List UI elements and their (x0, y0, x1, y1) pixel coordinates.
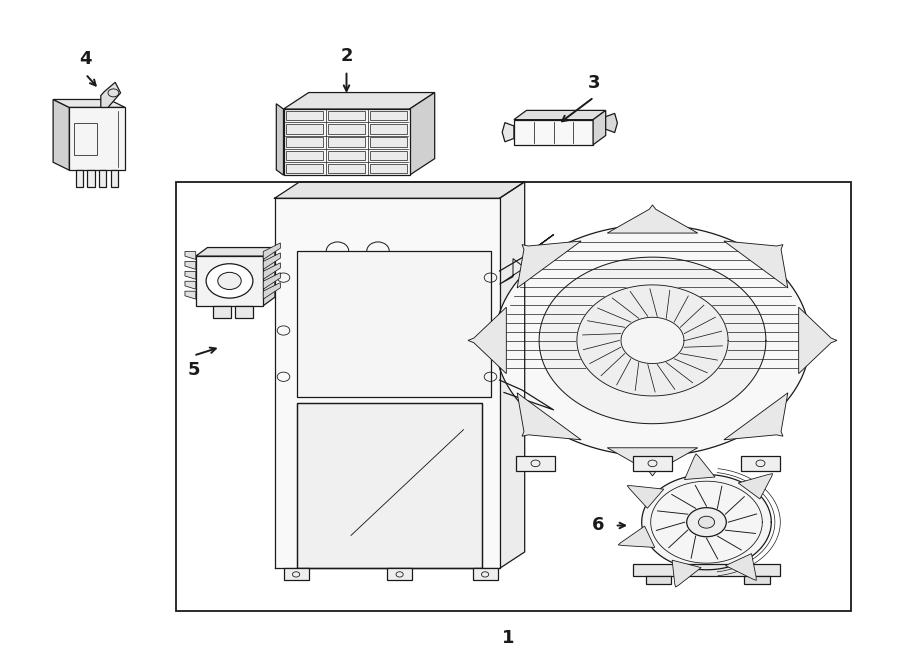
Polygon shape (87, 170, 94, 186)
Polygon shape (263, 248, 275, 305)
Polygon shape (410, 93, 435, 175)
Polygon shape (642, 475, 771, 570)
Text: 3: 3 (588, 73, 600, 92)
Polygon shape (196, 256, 263, 305)
Circle shape (218, 272, 241, 290)
Polygon shape (213, 305, 231, 318)
Bar (370, 124, 407, 134)
Polygon shape (516, 456, 555, 471)
Bar (286, 164, 323, 173)
Polygon shape (185, 251, 196, 259)
Polygon shape (633, 564, 780, 576)
Polygon shape (724, 241, 788, 288)
Polygon shape (185, 282, 196, 290)
Polygon shape (685, 454, 715, 479)
Polygon shape (593, 110, 606, 145)
Bar (176, 182, 850, 611)
Polygon shape (276, 104, 284, 175)
Polygon shape (633, 456, 672, 471)
Polygon shape (53, 99, 69, 170)
Text: 5: 5 (187, 361, 200, 379)
Bar (370, 151, 407, 160)
Polygon shape (608, 447, 698, 476)
Polygon shape (196, 248, 275, 256)
Circle shape (687, 508, 726, 537)
Polygon shape (500, 182, 525, 568)
Polygon shape (284, 568, 309, 580)
Bar (286, 151, 323, 160)
Polygon shape (646, 576, 671, 584)
Polygon shape (284, 109, 410, 175)
Polygon shape (263, 272, 281, 290)
Text: 2: 2 (340, 47, 353, 65)
Bar (328, 164, 364, 173)
Polygon shape (495, 225, 810, 456)
Polygon shape (263, 283, 281, 299)
Bar (328, 111, 364, 120)
Polygon shape (185, 291, 196, 299)
Polygon shape (518, 241, 581, 288)
Polygon shape (577, 285, 728, 396)
Polygon shape (274, 198, 500, 568)
Polygon shape (606, 114, 617, 132)
Polygon shape (672, 560, 701, 587)
Text: 4: 4 (79, 50, 92, 69)
Bar (328, 151, 364, 160)
Polygon shape (274, 182, 525, 198)
Polygon shape (53, 99, 125, 107)
Polygon shape (472, 568, 498, 580)
Bar (286, 137, 323, 147)
Polygon shape (101, 82, 121, 107)
Polygon shape (297, 251, 490, 397)
Bar (328, 124, 364, 134)
Polygon shape (518, 393, 581, 440)
Polygon shape (741, 456, 780, 471)
Polygon shape (185, 271, 196, 279)
Polygon shape (185, 261, 196, 270)
Polygon shape (514, 110, 606, 120)
Polygon shape (500, 258, 525, 284)
Bar (286, 111, 323, 120)
Circle shape (206, 264, 253, 298)
Polygon shape (263, 253, 281, 270)
Polygon shape (99, 170, 106, 186)
Text: 6: 6 (592, 516, 605, 535)
Polygon shape (798, 307, 837, 373)
Polygon shape (725, 554, 756, 580)
Polygon shape (539, 257, 766, 424)
Polygon shape (297, 403, 482, 568)
Polygon shape (744, 576, 770, 584)
Polygon shape (502, 123, 514, 141)
Polygon shape (263, 262, 281, 279)
Bar (286, 124, 323, 134)
Polygon shape (468, 307, 507, 373)
Polygon shape (618, 526, 655, 547)
Bar (370, 111, 407, 120)
Polygon shape (263, 243, 281, 259)
Circle shape (698, 516, 715, 528)
Polygon shape (724, 393, 788, 440)
Text: 1: 1 (502, 629, 515, 647)
Polygon shape (76, 170, 83, 186)
Polygon shape (627, 486, 663, 508)
Polygon shape (608, 205, 698, 233)
Polygon shape (621, 317, 684, 364)
Polygon shape (111, 170, 118, 186)
Polygon shape (235, 305, 253, 318)
Polygon shape (738, 473, 773, 499)
Polygon shape (69, 107, 125, 170)
Bar (370, 137, 407, 147)
Polygon shape (284, 93, 435, 109)
Bar (328, 137, 364, 147)
Bar (370, 164, 407, 173)
Polygon shape (514, 120, 593, 145)
Polygon shape (387, 568, 412, 580)
